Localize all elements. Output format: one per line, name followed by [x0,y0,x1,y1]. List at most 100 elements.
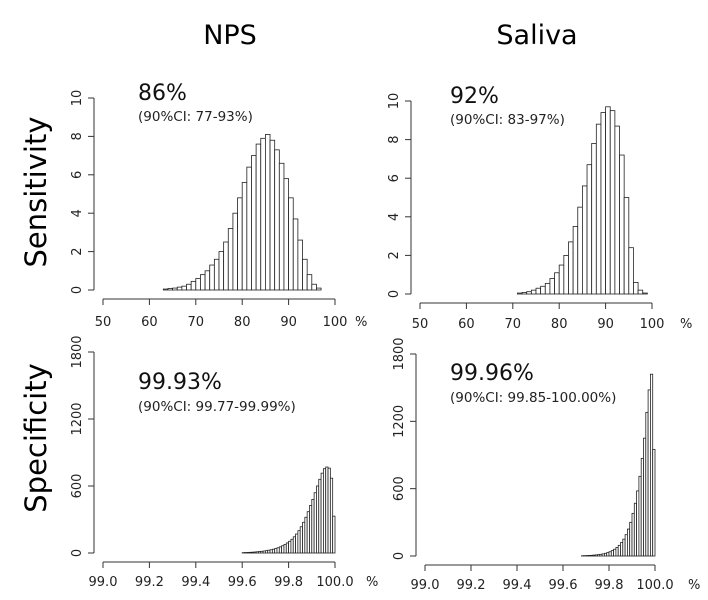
histogram-bar [246,166,252,291]
histogram-bar [591,143,597,295]
histogram-bar [540,285,546,295]
histogram-bar [549,278,555,295]
x-tick-label: 99.2 [457,578,486,593]
histogram-bar [623,197,630,295]
y-tick-label: 1200 [392,405,407,438]
x-tick-label: 100 [640,317,665,332]
x-tick-label: 99.0 [89,575,118,590]
x-tick-label: 99.8 [595,578,624,593]
histogram-bar [186,283,192,291]
x-axis [102,561,336,568]
x-tick-label: 60 [458,317,475,332]
y-tick-label: 10 [70,90,85,107]
confidence-interval-label: (90%CI: 77-93%) [138,109,253,125]
histogram-bar [260,137,266,291]
histogram-bar [195,278,201,291]
point-estimate-label: 99.93% [138,370,222,395]
histogram-bar [213,258,220,291]
y-tick-label: 2 [387,251,402,259]
x-tick-label: 60 [141,315,158,330]
histogram-bar [600,112,607,295]
histogram-bar [172,287,178,291]
histogram-bar [554,272,560,295]
histogram-bar [332,515,336,554]
x-axis-unit: % [355,315,367,330]
y-tick-label: 6 [70,171,85,179]
histogram-bar [563,254,569,295]
histogram-bar [283,178,289,291]
y-axis [88,351,95,554]
histogram-bar [577,206,583,295]
col-title-saliva: Saliva [496,20,577,51]
x-tick-label: 100.0 [636,578,673,593]
x-axis-unit: % [680,317,692,332]
y-tick-label: 1800 [70,335,85,368]
histogram-bar [176,286,183,291]
saliva-sensitivity-panel: 50 60 70 80 90 100 % 0 2 4 6 8 10 92% (90%CI: 83-97%) [387,84,692,332]
histogram-bar [535,287,542,295]
y-tick-label: 1200 [70,402,85,435]
y-tick-label: 0 [70,549,85,557]
row-title-sensitivity: Sensitivity [19,117,53,268]
y-tick-label: 6 [387,174,402,182]
nps-sensitivity-panel: 50 60 70 80 90 100 % 0 2 4 6 8 10 86% (90%CI: 77-93%) [70,81,367,330]
x-tick-label: 50 [95,315,112,330]
histogram-bar [227,228,234,291]
histogram-bar [167,288,174,291]
x-tick-label: 100.0 [316,575,353,590]
histogram-bar [297,239,303,291]
x-tick-label: 80 [551,317,568,332]
histogram-bar [628,247,634,295]
histogram-bar [292,218,299,291]
histogram-bar [200,274,206,291]
y-tick-label: 4 [387,213,402,221]
y-tick-label: 2 [70,247,85,255]
col-title-nps: NPS [203,20,257,51]
confidence-interval-label: (90%CI: 99.77-99.99%) [138,399,296,415]
y-tick-label: 1800 [392,337,407,370]
x-tick-label: 99.4 [503,578,532,593]
nps-specificity-panel: 99.0 99.2 99.4 99.6 99.8 100.0 % 0 600 1200 1800 99… [70,335,378,590]
histogram-bar [241,182,248,291]
histogram-bar [274,149,280,291]
histogram-bar [204,270,211,291]
y-axis [410,353,417,557]
histogram-bar [614,125,620,295]
y-tick-label: 10 [387,93,402,110]
histogram-bar [517,292,523,295]
x-tick-label: 70 [188,315,205,330]
histogram-bar [251,155,257,291]
histogram-bar [544,282,551,295]
histogram-bar [162,288,169,291]
histogram-bar [595,123,602,295]
x-axis-unit: % [366,575,378,590]
histogram-bar [329,477,334,554]
x-axis [424,564,656,571]
histogram-bar [264,134,271,291]
x-tick-label: 99.6 [228,575,257,590]
x-tick-label: 99.4 [181,575,210,590]
y-tick-label: 0 [387,290,402,298]
x-tick-label: 99.0 [411,578,440,593]
histogram-bar [311,283,317,291]
point-estimate-label: 92% [450,84,499,109]
histogram-bar [181,285,187,291]
x-tick-label: 80 [234,315,251,330]
histogram-bar [568,241,574,295]
histogram-bar [619,154,625,295]
point-estimate-label: 99.96% [450,361,534,386]
histogram-bar [223,241,229,291]
x-tick-label: 70 [505,317,522,332]
histogram-bar [190,280,197,291]
histogram-bar [278,162,285,291]
y-tick-label: 600 [70,474,85,499]
histogram-bar [586,164,593,295]
histogram-bar [605,106,611,295]
histogram-bar [269,139,276,291]
histogram-bar [521,292,528,295]
y-tick-label: 0 [392,552,407,560]
histogram-bar [306,274,313,291]
x-tick-label: 99.2 [135,575,164,590]
x-tick-label: 99.6 [549,578,578,593]
